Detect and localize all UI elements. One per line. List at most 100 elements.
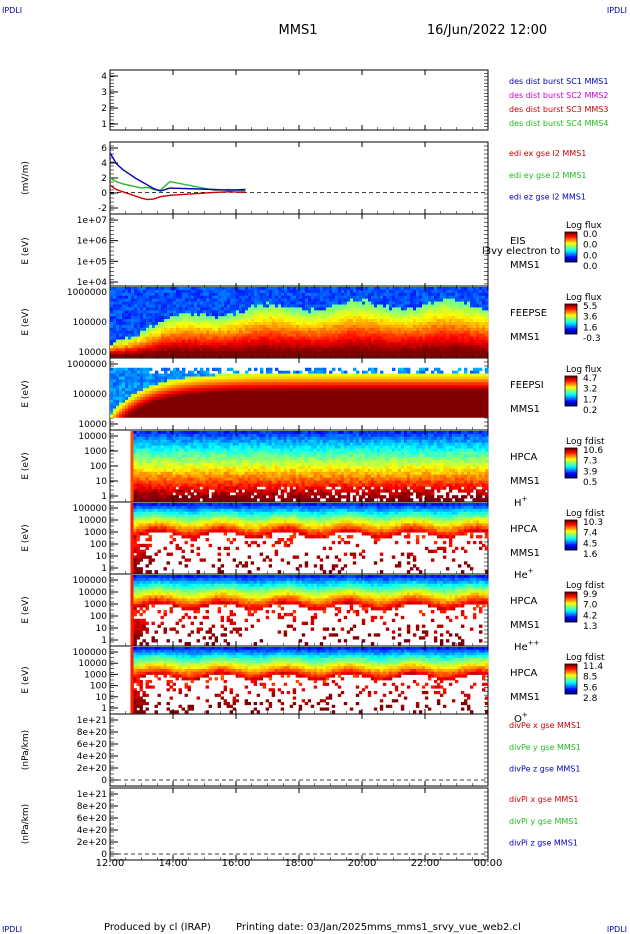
spectrogram-cell: [119, 405, 123, 409]
spectrogram-cell: [284, 388, 288, 392]
spectrogram-cell: [320, 292, 324, 297]
spectrogram-cell: [284, 405, 288, 409]
spectrogram-cell: [179, 385, 183, 389]
spectrogram-cell: [479, 327, 483, 332]
spectrogram-cell: [182, 351, 186, 355]
spectrogram-cell: [347, 330, 351, 335]
spectrogram-cell: [143, 345, 147, 349]
spectrogram-cell: [404, 370, 408, 374]
spectrogram-cell: [125, 376, 129, 380]
spectrogram-cell: [293, 402, 297, 407]
spectrogram-cell: [473, 319, 477, 323]
spectrogram-cell: [458, 295, 462, 300]
spectrogram-cell: [158, 324, 162, 329]
spectrogram-cell: [344, 388, 348, 392]
spectrogram-cell: [152, 373, 156, 377]
spectrogram-cell: [209, 324, 213, 329]
spectrogram-cell: [449, 289, 453, 294]
spectrogram-cell: [278, 327, 282, 332]
spectrogram-cell: [188, 391, 192, 395]
spectrogram-cell: [161, 342, 165, 346]
spectrogram-cell: [137, 354, 141, 358]
spectrogram-cell: [332, 367, 336, 372]
spectrogram-cell: [254, 319, 258, 323]
spectrogram-cell: [230, 316, 234, 320]
spectrogram-cell: [263, 313, 267, 317]
spectrogram-cell: [158, 405, 162, 409]
spectrogram-cell: [134, 396, 138, 401]
spectrogram-cell: [176, 333, 180, 337]
spectrogram-cell: [218, 292, 222, 297]
spectrogram-cell: [380, 333, 384, 337]
spectrogram-cell: [305, 319, 309, 323]
spectrogram-cell: [248, 327, 252, 332]
spectrogram-cell: [329, 348, 333, 352]
spectrogram-cell: [338, 342, 342, 346]
spectrogram-cell: [317, 394, 321, 398]
spectrogram-cell: [215, 345, 219, 349]
spectrogram-cell: [131, 396, 135, 401]
spectrogram-cell: [434, 322, 438, 326]
spectrogram-cell: [179, 354, 183, 358]
panel-label: MMS1: [510, 332, 540, 343]
spectrogram-cell: [119, 333, 123, 337]
spectrogram-cell: [302, 373, 306, 377]
spectrogram-cell: [374, 367, 378, 372]
spectrogram-cell: [461, 330, 465, 335]
spectrogram-cell: [227, 402, 231, 407]
spectrogram-cell: [395, 295, 399, 300]
spectrogram-cell: [407, 348, 411, 352]
spectrogram-cell: [182, 313, 186, 317]
spectrogram-cell: [320, 408, 324, 412]
spectrogram-cell: [317, 336, 321, 340]
spectrogram-cell: [365, 396, 369, 401]
spectrogram-cell: [113, 351, 117, 355]
spectrogram-cell: [347, 399, 351, 404]
spectrogram-cell: [335, 313, 339, 317]
spectrogram-cell: [443, 324, 447, 329]
spectrogram-cell: [218, 411, 222, 415]
spectrogram-cell: [251, 289, 255, 294]
spectrogram-cell: [341, 316, 345, 320]
spectrogram-cell: [275, 385, 279, 389]
spectrogram-cell: [242, 316, 246, 320]
spectrogram-cell: [143, 391, 147, 395]
spectrogram-cell: [374, 379, 378, 383]
spectrogram-cell: [314, 333, 318, 337]
spectrogram-cell: [464, 342, 468, 346]
spectrogram-cell: [275, 379, 279, 383]
spectrogram-cell: [326, 373, 330, 377]
spectrogram-cell: [188, 402, 192, 407]
spectrogram-cell: [263, 322, 267, 326]
spectrogram-cell: [242, 327, 246, 332]
spectrogram-cell: [332, 333, 336, 337]
spectrogram-cell: [395, 307, 399, 311]
spectrogram-cell: [257, 295, 261, 300]
spectrogram-cell: [233, 339, 237, 343]
spectrogram-cell: [425, 333, 429, 337]
spectrogram-cell: [227, 292, 231, 297]
spectrogram-cell: [341, 327, 345, 332]
spectrogram-cell: [158, 310, 162, 314]
spectrogram-cell: [113, 367, 117, 372]
spectrogram-cell: [344, 414, 348, 418]
spectrogram-cell: [329, 385, 333, 389]
spectrogram-cell: [440, 354, 444, 358]
spectrogram-cell: [407, 327, 411, 332]
spectrogram-cell: [281, 351, 285, 355]
spectrogram-cell: [392, 342, 396, 346]
spectrogram-cell: [281, 319, 285, 323]
spectrogram-cell: [329, 379, 333, 383]
spectrogram-cell: [194, 405, 198, 409]
spectrogram-cell: [257, 301, 261, 305]
spectrogram-cell: [251, 385, 255, 389]
spectrogram-cell: [482, 298, 486, 302]
y-tick-label: 1e+04: [77, 278, 108, 288]
spectrogram-cell: [209, 287, 213, 291]
spectrogram-cell: [266, 287, 270, 291]
spectrogram-cell: [461, 339, 465, 343]
spectrogram-cell: [221, 402, 225, 407]
spectrogram-cell: [473, 304, 477, 308]
spectrogram-cell: [323, 307, 327, 311]
spectrogram-cell: [149, 287, 153, 291]
